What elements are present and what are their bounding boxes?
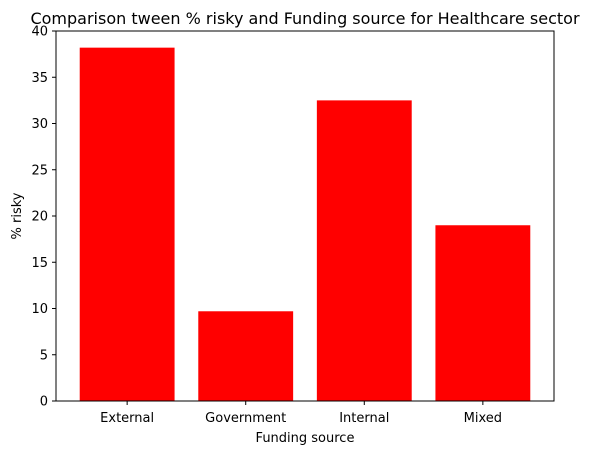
- y-tick-label: 40: [31, 25, 48, 40]
- y-tick-label: 0: [40, 395, 48, 410]
- x-axis-ticks: External Government Internal Mixed: [100, 401, 502, 426]
- bar-government: [198, 311, 294, 401]
- x-tick-label: Mixed: [464, 411, 502, 426]
- chart-title: Comparison tween % risky and Funding sou…: [30, 9, 579, 28]
- bar-external: [79, 47, 175, 402]
- y-tick-label: 5: [40, 348, 48, 363]
- y-tick-label: 35: [31, 71, 48, 86]
- y-tick-label: 15: [31, 256, 48, 271]
- bar-internal: [316, 100, 412, 401]
- y-axis-ticks: 0 5 10 15 20 25 30 35 40: [31, 25, 56, 410]
- x-tick-label: External: [100, 411, 154, 426]
- y-axis-label: % risky: [10, 192, 25, 239]
- x-tick-label: Internal: [339, 411, 389, 426]
- y-tick-label: 30: [31, 117, 48, 132]
- x-tick-label: Government: [205, 411, 286, 426]
- y-tick-label: 25: [31, 163, 48, 178]
- y-tick-label: 10: [31, 302, 48, 317]
- bars-layer: [79, 47, 531, 402]
- y-tick-label: 20: [31, 210, 48, 225]
- x-axis-label: Funding source: [256, 431, 355, 446]
- bar-mixed: [435, 225, 531, 401]
